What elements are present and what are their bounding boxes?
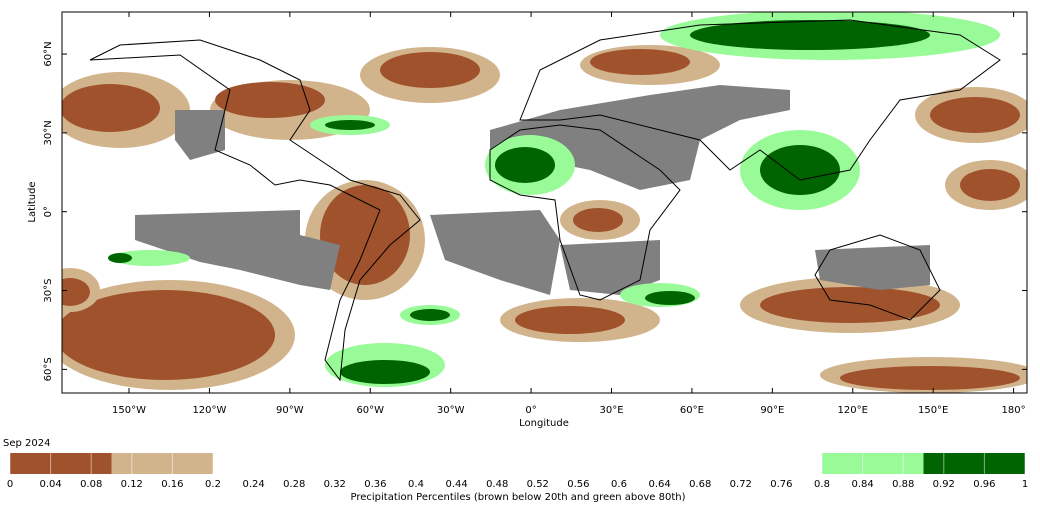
- colorbar-band: [10, 453, 112, 474]
- colorbar-tick-label: 0: [7, 479, 13, 490]
- x-tick-label: 150°E: [918, 405, 948, 416]
- x-tick-label: 60°E: [680, 405, 704, 416]
- colorbar-tick-label: 0.16: [161, 479, 183, 490]
- colorbar-tick-label: 0.24: [242, 479, 264, 490]
- colorbar-tick-label: 0.72: [730, 479, 752, 490]
- colorbar-tick-label: 0.88: [892, 479, 914, 490]
- y-tick-label: 60°S: [43, 357, 54, 381]
- colorbar-tick-label: 0.12: [121, 479, 143, 490]
- colorbar-tick-label: 0.56: [567, 479, 589, 490]
- colorbar-tick-label: 0.08: [80, 479, 102, 490]
- x-axis-label: Longitude: [519, 418, 569, 429]
- map-fields: [62, 12, 1027, 393]
- colorbar-tick-label: 0.6: [611, 479, 627, 490]
- x-tick-label: 120°E: [838, 405, 868, 416]
- colorbar-tick-label: 0.2: [205, 479, 221, 490]
- colorbar-tick-label: 0.44: [445, 479, 467, 490]
- colorbar-tick-label: 0.68: [689, 479, 711, 490]
- colorbar-tick-label: 0.76: [770, 479, 792, 490]
- x-tick-label: 0°: [525, 405, 536, 416]
- colorbar-tick-label: 0.64: [648, 479, 670, 490]
- colorbar-tick-label: 0.36: [364, 479, 386, 490]
- colorbar-tick-label: 0.4: [408, 479, 424, 490]
- y-tick-label: 30°S: [43, 278, 54, 302]
- x-tick-label: 150°W: [112, 405, 146, 416]
- x-tick-label: 120°W: [192, 405, 226, 416]
- colorbar-band: [822, 453, 924, 474]
- colorbar-tick-label: 0.52: [527, 479, 549, 490]
- y-tick-label: 60°N: [43, 41, 54, 66]
- colorbar-tick-label: 0.32: [324, 479, 346, 490]
- map-frame: [61, 11, 1028, 394]
- colorbar-band: [923, 453, 1025, 474]
- colorbar-tick-label: 0.48: [486, 479, 508, 490]
- y-axis-label: Latitude: [27, 181, 38, 222]
- colorbar-tick-label: 0.96: [973, 479, 995, 490]
- y-tick-label: 30°N: [43, 120, 54, 145]
- colorbar-tick-label: 0.28: [283, 479, 305, 490]
- y-tick-label: 0°: [43, 206, 54, 217]
- colorbar-band: [111, 453, 213, 474]
- x-tick-label: 30°E: [599, 405, 623, 416]
- colorbar-label: Precipitation Percentiles (brown below 2…: [350, 492, 685, 503]
- colorbar-tick-label: 0.84: [851, 479, 873, 490]
- x-tick-label: 90°E: [760, 405, 784, 416]
- colorbar-tick-label: 1: [1022, 479, 1028, 490]
- colorbar-tick-label: 0.8: [814, 479, 830, 490]
- colorbar-tick-label: 0.92: [933, 479, 955, 490]
- x-tick-label: 90°W: [276, 405, 304, 416]
- date: Sep 2024: [3, 438, 50, 449]
- colorbar-tick-label: 0.04: [39, 479, 61, 490]
- x-tick-label: 180°: [1002, 405, 1026, 416]
- x-tick-label: 30°W: [437, 405, 465, 416]
- x-tick-label: 60°W: [356, 405, 384, 416]
